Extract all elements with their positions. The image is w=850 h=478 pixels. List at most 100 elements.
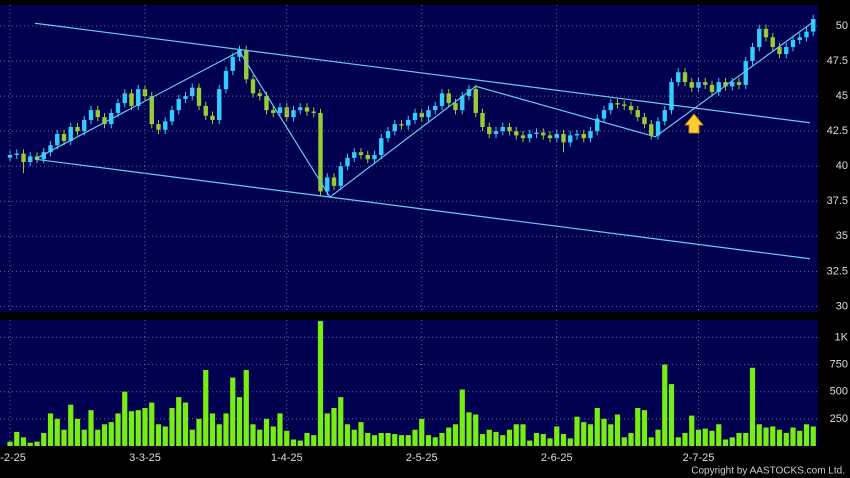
candle-body [763, 28, 769, 38]
candle-body [196, 87, 202, 106]
volume-bar [162, 426, 168, 446]
candle-body [811, 19, 816, 32]
volume-bar [716, 424, 722, 446]
candle-body [311, 111, 316, 113]
candle-body [257, 93, 262, 97]
volume-bar [223, 413, 229, 446]
candle-body [804, 31, 809, 38]
candle-body [750, 47, 755, 62]
candle-body [682, 72, 688, 83]
candle-body [284, 107, 289, 118]
candle-body [527, 133, 532, 139]
volume-bar [203, 369, 209, 446]
candle-body [122, 93, 127, 104]
y-tick-label: 42.5 [827, 125, 848, 137]
candle-body [487, 126, 492, 134]
volume-bar [74, 418, 81, 446]
volume-bar [108, 422, 114, 446]
volume-bar [20, 437, 27, 446]
candle-body [250, 79, 256, 94]
candle-body [358, 152, 364, 155]
volume-bar [155, 424, 162, 446]
candle-body [473, 89, 478, 113]
candle-body [176, 98, 181, 111]
volume-bar [709, 430, 715, 446]
volume-bar [527, 440, 533, 446]
candle-body [338, 166, 343, 186]
volume-bar [675, 437, 681, 446]
y-tick-label: 45 [836, 90, 848, 102]
candle-body [446, 93, 451, 104]
candle-body [534, 132, 539, 134]
candle-body [372, 154, 377, 160]
candle-body [493, 131, 499, 134]
volume-bar [513, 424, 519, 446]
volume-bar [635, 407, 641, 446]
candle-body [183, 96, 188, 99]
candle-body [716, 82, 721, 92]
volume-bar [277, 413, 283, 446]
volume-bar [770, 426, 776, 446]
volume-bar [439, 432, 445, 446]
volume-bar [749, 367, 756, 446]
volume-bar [743, 432, 749, 446]
candle-body [244, 49, 249, 80]
volume-bar [122, 391, 128, 446]
volume-bar [149, 402, 155, 446]
volume-bar [614, 414, 621, 446]
candle-body [622, 104, 627, 106]
candle-body [352, 152, 357, 158]
volume-bar [290, 439, 297, 446]
candle-body [95, 110, 100, 118]
candle-body [635, 110, 640, 118]
volume-bar [311, 435, 317, 446]
candle-body [736, 82, 742, 85]
candle-body [669, 82, 674, 111]
candle-body [784, 47, 789, 55]
volume-bar [270, 426, 276, 446]
volume-bar [695, 429, 702, 446]
candle-body [574, 133, 580, 136]
volume-bar [587, 424, 594, 446]
volume-bar [54, 418, 60, 446]
volume-bar [419, 418, 425, 446]
volume-bar [34, 441, 40, 446]
candle-body [88, 110, 94, 120]
volume-bar [142, 407, 148, 446]
volume-bar [574, 416, 580, 446]
candle-body [412, 112, 418, 120]
volume-bar [608, 424, 614, 446]
candle-body [230, 56, 235, 71]
volume-bar [479, 434, 486, 446]
volume-bar [324, 413, 330, 446]
candle-body [210, 115, 215, 120]
volume-bar [729, 437, 735, 446]
volume-bar [338, 397, 344, 446]
volume-bar [506, 429, 513, 446]
volume-bar [365, 432, 371, 446]
candle-body [419, 112, 424, 118]
volume-bar [169, 407, 175, 446]
marks: 30 32.5 35 37.5 40 42.5 45 47.5 50 250 500 750 1K 3-2… [0, 5, 849, 464]
candle-body [379, 138, 384, 155]
volume-bar [128, 411, 135, 446]
candle-body [61, 133, 67, 141]
candle-body [615, 103, 620, 105]
candle-body [331, 177, 337, 186]
y-tick-label: 50 [836, 20, 848, 32]
candle-body [7, 154, 13, 158]
volume-bar [446, 427, 452, 446]
candle-body [743, 61, 748, 85]
candle-body [588, 131, 593, 139]
y-tick-label: 32.5 [827, 265, 848, 277]
volume-bar [216, 424, 222, 446]
volume-bar [567, 438, 573, 446]
volume-bar [432, 437, 438, 446]
candle-body [365, 154, 370, 160]
volume-bar [756, 424, 762, 446]
volume-bar [776, 429, 783, 446]
volume-bar [452, 424, 459, 446]
candle-body [655, 121, 661, 136]
candle-body [554, 133, 559, 139]
candle-body [55, 133, 60, 146]
